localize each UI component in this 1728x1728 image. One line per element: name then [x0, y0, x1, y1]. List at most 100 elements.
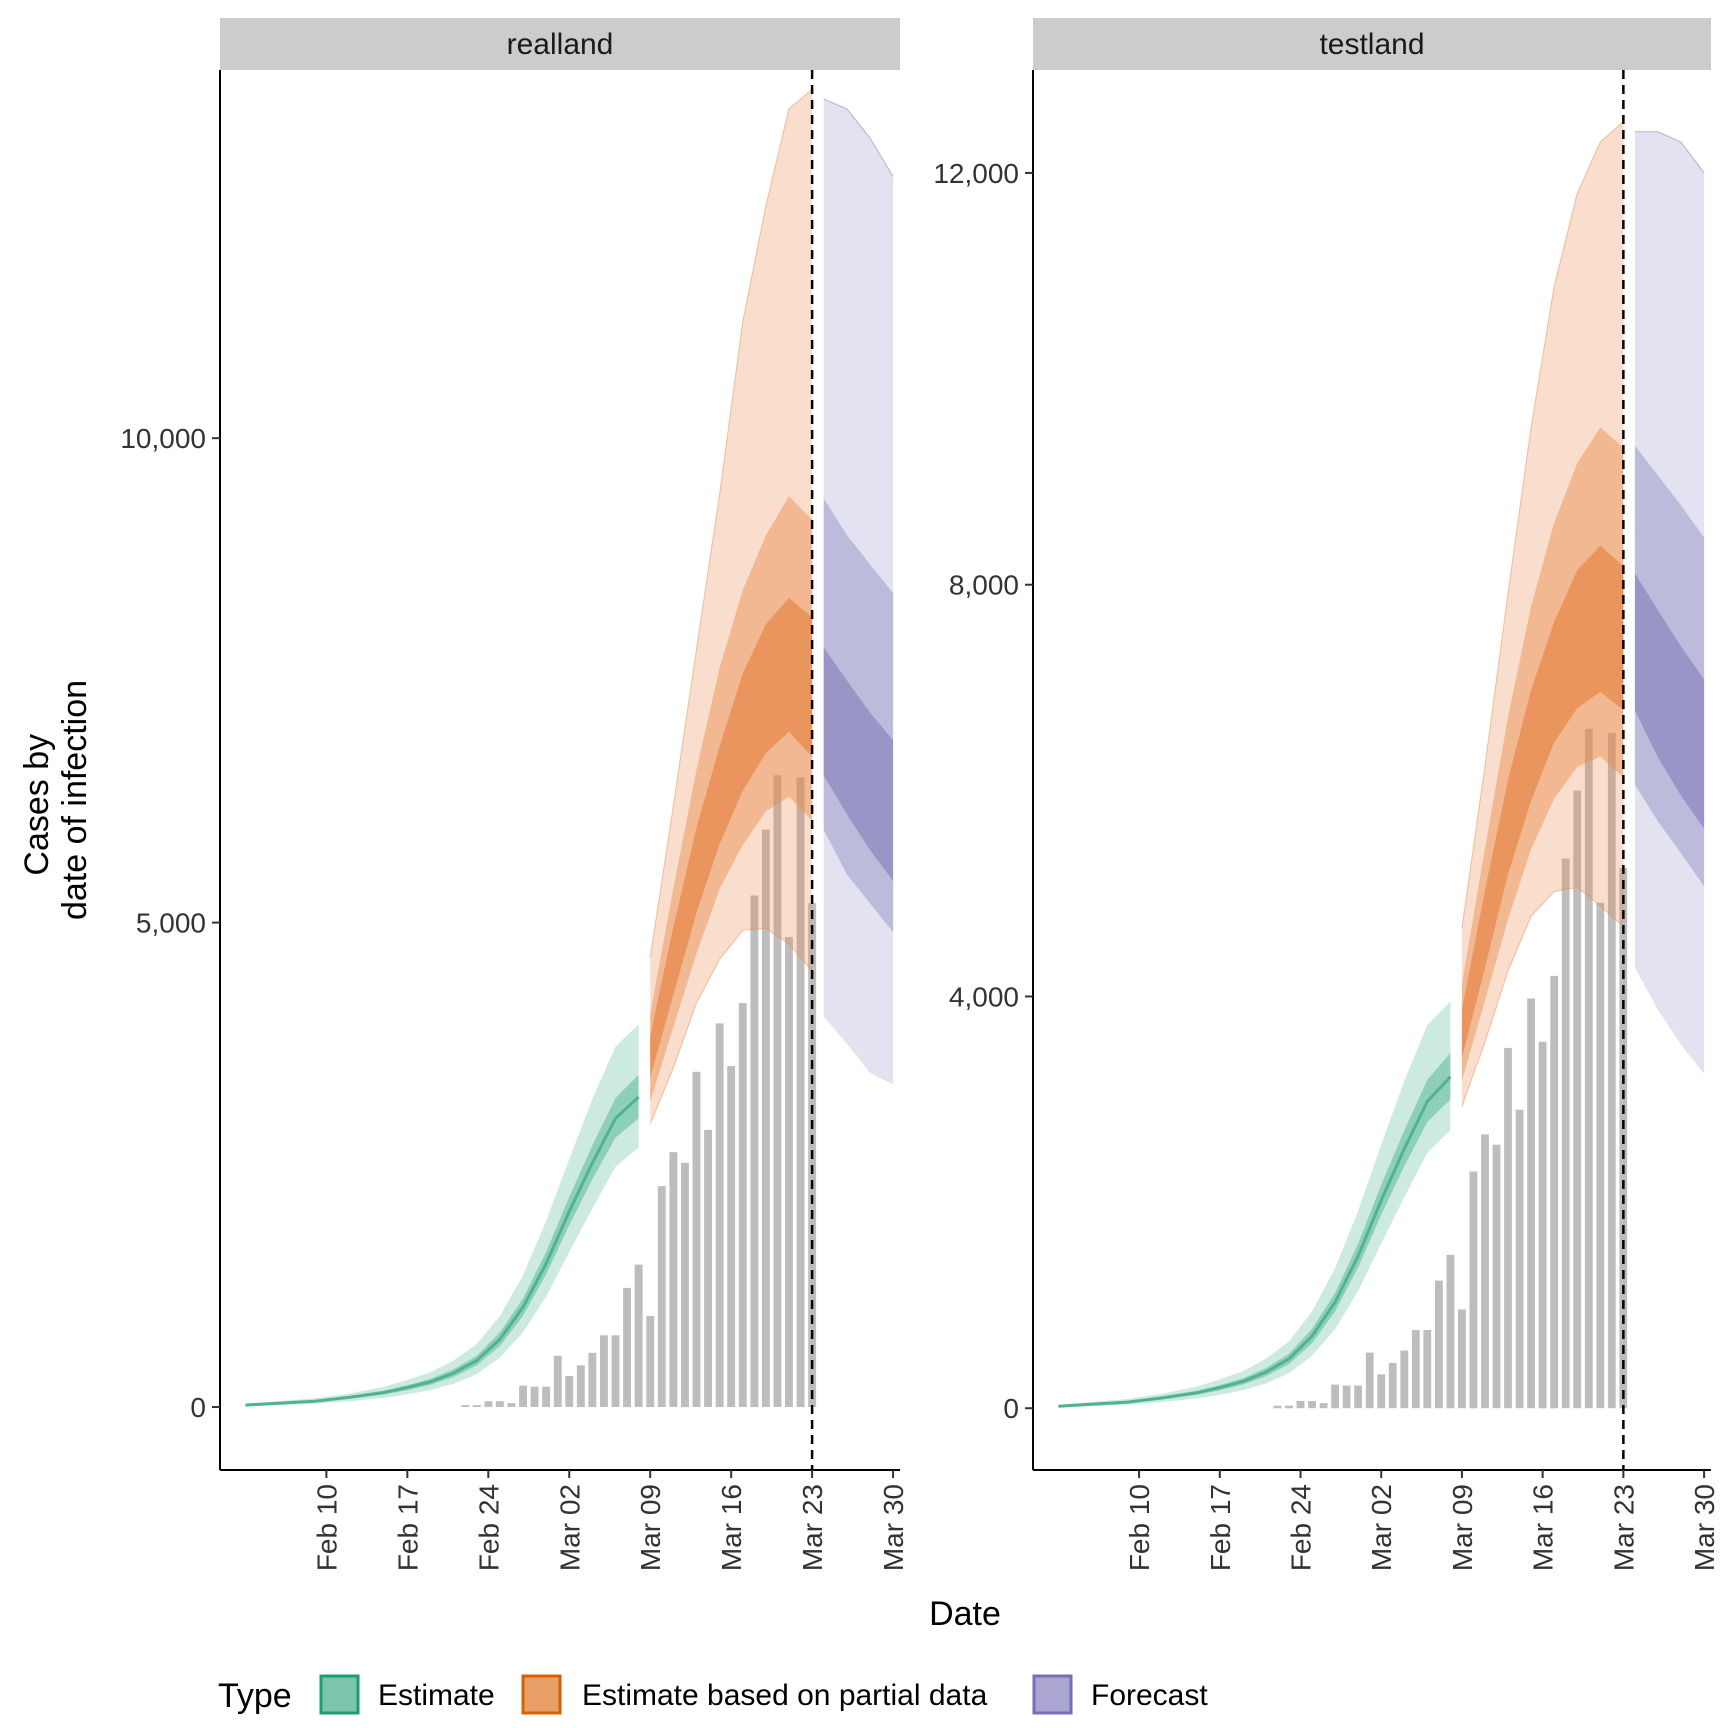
- case-bar: [1561, 858, 1570, 1409]
- case-bar: [738, 1003, 747, 1407]
- case-bar: [1273, 1405, 1282, 1409]
- x-tick-label: Mar 09: [1447, 1484, 1478, 1571]
- legend-label-estimate: Estimate: [378, 1679, 495, 1712]
- case-bar: [715, 1023, 724, 1408]
- case-bar: [692, 1071, 701, 1407]
- panel-realland: realland 0 5,000 10,000 Feb 10 Feb 17 Feb 24 Ma…: [120, 18, 909, 1571]
- partial-band-90-lower-edge: [1461, 886, 1624, 1107]
- x-tick-label: Mar 09: [635, 1484, 666, 1571]
- legend-key-partial: [521, 1674, 562, 1715]
- partial-band-30: [1461, 545, 1624, 1059]
- forecast-band-90: [1634, 131, 1705, 1074]
- case-bar: [1492, 1144, 1501, 1409]
- panel-testland: testland 0 4,000 8,000 12,000 Feb 10 Feb 17 Feb…: [933, 18, 1720, 1571]
- case-bar: [634, 1264, 643, 1407]
- x-tick-label: Mar 16: [1528, 1484, 1559, 1571]
- y-tick-label: 10,000: [120, 423, 206, 454]
- x-tick-label: Mar 02: [554, 1484, 585, 1571]
- x-tick-label: Feb 10: [311, 1484, 342, 1571]
- case-bar: [1411, 1330, 1420, 1409]
- partial-band-90-lower-edge: [649, 927, 813, 1125]
- estimate-band-outer: [1058, 1001, 1451, 1408]
- case-bar: [796, 777, 805, 1408]
- case-bar: [461, 1405, 470, 1407]
- case-bar: [600, 1335, 608, 1407]
- case-bar: [646, 1316, 655, 1408]
- facet-strip: [1033, 18, 1711, 70]
- case-bar: [1515, 1109, 1524, 1409]
- x-tick-label: Feb 24: [473, 1484, 504, 1571]
- case-bar: [1596, 902, 1605, 1409]
- estimate-band-outer: [245, 1024, 639, 1407]
- x-tick-label: Mar 30: [878, 1484, 909, 1571]
- case-bar: [1458, 1309, 1466, 1409]
- x-tick-label: Mar 16: [716, 1484, 747, 1571]
- facet-strip-label: realland: [507, 28, 614, 61]
- estimate-band-inner: [245, 1074, 639, 1406]
- legend-key-forecast: [1032, 1674, 1073, 1715]
- case-bar: [1342, 1385, 1351, 1409]
- y-tick-label: 4,000: [949, 981, 1019, 1012]
- case-bar: [750, 895, 759, 1408]
- case-bar: [472, 1405, 481, 1407]
- partial-band-90-upper-edge: [1461, 121, 1624, 929]
- case-bar: [495, 1401, 504, 1407]
- case-bar: [542, 1386, 551, 1407]
- y-axis-title-line-2: date of infection: [56, 680, 94, 920]
- case-bar: [773, 775, 782, 1407]
- case-bar: [1319, 1403, 1328, 1409]
- case-bar: [785, 937, 793, 1407]
- estimate-median-line: [1058, 1075, 1452, 1408]
- y-tick-label: 8,000: [949, 570, 1019, 601]
- case-bar: [611, 1335, 620, 1407]
- y-axis-title: Cases by date of infection: [18, 680, 94, 920]
- x-tick-label: Feb 17: [392, 1484, 423, 1571]
- y-axis-title-line-1: Cases by: [18, 734, 56, 876]
- case-bar: [1504, 1047, 1512, 1409]
- case-bar: [1365, 1352, 1374, 1409]
- forecast-band-30: [823, 647, 894, 881]
- case-bar: [1285, 1405, 1293, 1409]
- case-bar: [1354, 1385, 1362, 1409]
- case-bar: [1435, 1280, 1443, 1409]
- estimate-median-line: [245, 1095, 640, 1407]
- case-bar: [1538, 1041, 1547, 1409]
- case-bar: [1331, 1384, 1339, 1409]
- case-bar: [1446, 1254, 1455, 1409]
- partial-band-90-upper-edge: [649, 89, 813, 958]
- facet-strip: [220, 18, 900, 70]
- case-bar: [1573, 790, 1582, 1409]
- x-tick-label: Mar 02: [1366, 1484, 1397, 1571]
- case-bar: [1388, 1362, 1397, 1409]
- y-tick-label: 12,000: [933, 158, 1019, 189]
- x-tick-label: Mar 23: [1608, 1484, 1639, 1571]
- partial-band-30: [650, 598, 813, 1078]
- x-axis-title: Date: [929, 1595, 1001, 1633]
- x-tick-label: Mar 30: [1689, 1484, 1720, 1571]
- case-bar: [576, 1365, 585, 1408]
- case-bar: [1423, 1330, 1432, 1409]
- case-bar: [1584, 728, 1593, 1409]
- case-bar: [1308, 1401, 1316, 1409]
- x-tick-label: Feb 24: [1286, 1484, 1317, 1571]
- case-bar: [530, 1386, 539, 1407]
- case-bar: [507, 1403, 516, 1407]
- case-bar: [704, 1129, 712, 1407]
- case-bar: [1550, 975, 1559, 1409]
- y-tick-label: 0: [1003, 1393, 1019, 1424]
- case-bar: [727, 1066, 736, 1407]
- legend-title: Type: [218, 1677, 292, 1715]
- case-bar: [1527, 998, 1535, 1409]
- case-bar: [1377, 1374, 1386, 1409]
- case-bar: [588, 1352, 597, 1408]
- case-bar: [1469, 1171, 1478, 1409]
- case-bar: [1607, 732, 1616, 1409]
- forecast-band-90-upper-edge: [1634, 131, 1705, 174]
- x-tick-label: Mar 23: [797, 1484, 828, 1571]
- case-bar: [761, 829, 770, 1407]
- legend-label-forecast: Forecast: [1091, 1679, 1208, 1712]
- x-tick-label: Feb 17: [1205, 1484, 1236, 1571]
- case-bar: [1296, 1401, 1305, 1409]
- y-tick-label: 5,000: [136, 908, 206, 939]
